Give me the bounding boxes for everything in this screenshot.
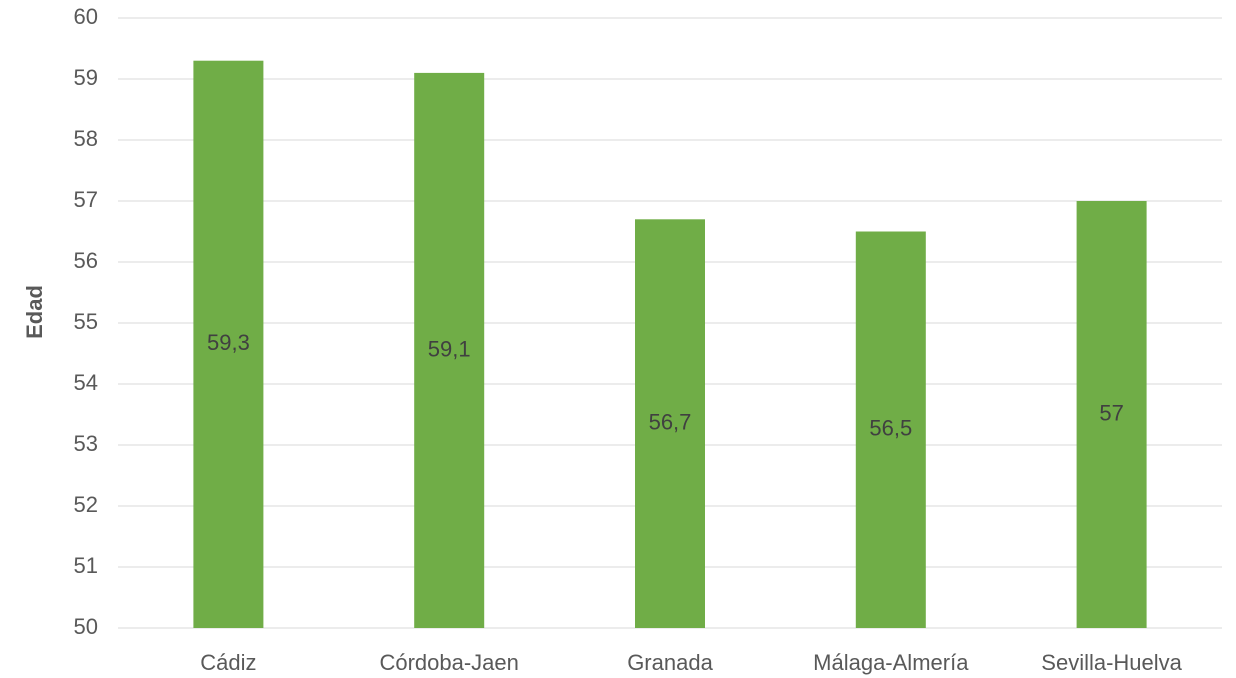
bar (414, 72, 485, 628)
y-tick-label: 59 (74, 65, 98, 90)
y-tick-label: 50 (74, 614, 98, 639)
x-tick-label: Sevilla-Huelva (1041, 650, 1182, 675)
y-tick-label: 54 (74, 370, 98, 395)
y-tick-label: 52 (74, 492, 98, 517)
y-tick-label: 53 (74, 431, 98, 456)
value-label: 57 (1099, 400, 1123, 425)
bar (635, 219, 705, 629)
x-tick-label: Málaga-Almería (813, 650, 969, 675)
value-label: 56,7 (649, 409, 692, 434)
x-tick-label: Córdoba-Jaen (379, 650, 518, 675)
y-tick-label: 57 (74, 187, 98, 212)
bar (855, 231, 926, 628)
y-axis-label: Edad (22, 285, 47, 339)
y-tick-label: 56 (74, 248, 98, 273)
y-tick-label: 58 (74, 126, 98, 151)
bar (1076, 201, 1147, 628)
value-label: 59,3 (207, 330, 250, 355)
x-tick-label: Granada (627, 650, 713, 675)
value-label: 59,1 (428, 336, 471, 361)
y-tick-label: 55 (74, 309, 98, 334)
y-tick-label: 60 (74, 4, 98, 29)
bar (193, 60, 264, 628)
y-tick-label: 51 (74, 553, 98, 578)
value-label: 56,5 (869, 416, 912, 441)
x-tick-label: Cádiz (200, 650, 256, 675)
